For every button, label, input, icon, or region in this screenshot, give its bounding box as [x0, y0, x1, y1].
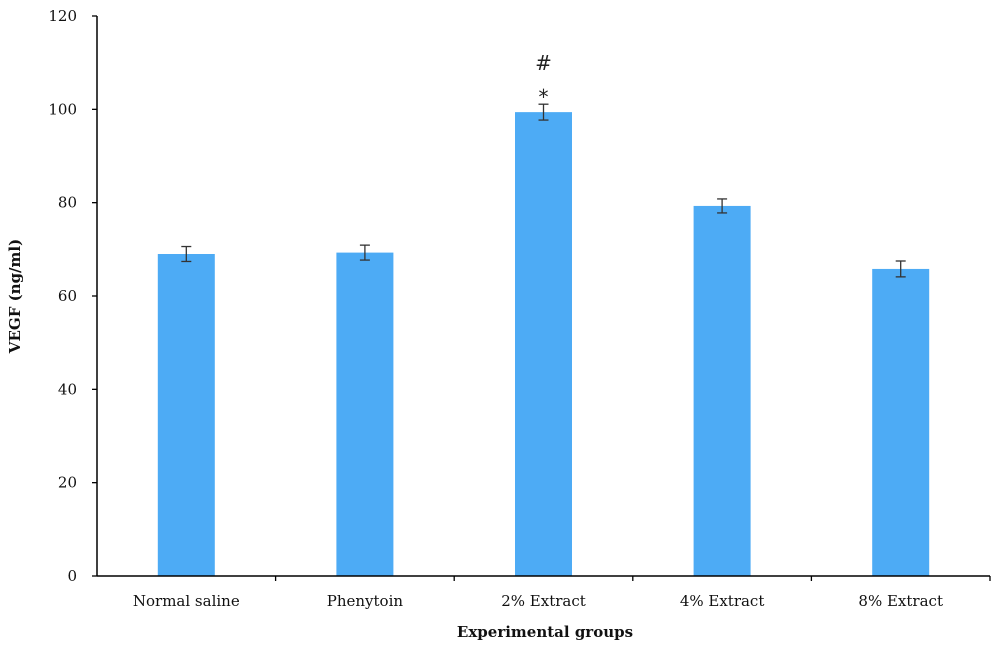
x-tick-label: 2% Extract: [501, 592, 586, 610]
error-bars-group: [181, 103, 906, 278]
axes-group: [92, 15, 991, 581]
x-tick-label: Phenytoin: [327, 592, 404, 610]
error-bar-5: [895, 260, 906, 278]
error-bar-2: [359, 244, 370, 261]
y-tick-label: 80: [58, 194, 77, 212]
x-axis-title: Experimental groups: [457, 623, 633, 641]
error-bar-1: [181, 245, 192, 263]
labels-group: 0 20 40 60 80 100 120 Normal saline Phenytoin 2% …: [48, 7, 943, 610]
y-tick-label: 40: [58, 380, 77, 398]
y-tick-label: 60: [58, 287, 77, 305]
error-bar-3: [538, 103, 549, 121]
significance-marker: *: [539, 85, 549, 109]
bar-2: [336, 252, 394, 576]
error-bar-4: [717, 198, 728, 214]
y-tick-label: 100: [48, 100, 77, 118]
y-tick-label: 0: [67, 567, 77, 585]
x-tick-label: 8% Extract: [858, 592, 943, 610]
x-tick-label: Normal saline: [133, 592, 240, 610]
x-tick-label: 4% Extract: [680, 592, 765, 610]
bar-1: [157, 254, 215, 576]
y-axis-title: VEGF (ng/ml): [6, 239, 24, 354]
bars-group: [157, 112, 930, 576]
bar-4: [693, 205, 751, 576]
significance-marker: #: [535, 51, 552, 75]
bar-5: [872, 268, 930, 576]
y-tick-label: 120: [48, 7, 77, 25]
bar-3: [515, 112, 572, 576]
y-tick-label: 20: [58, 474, 77, 492]
